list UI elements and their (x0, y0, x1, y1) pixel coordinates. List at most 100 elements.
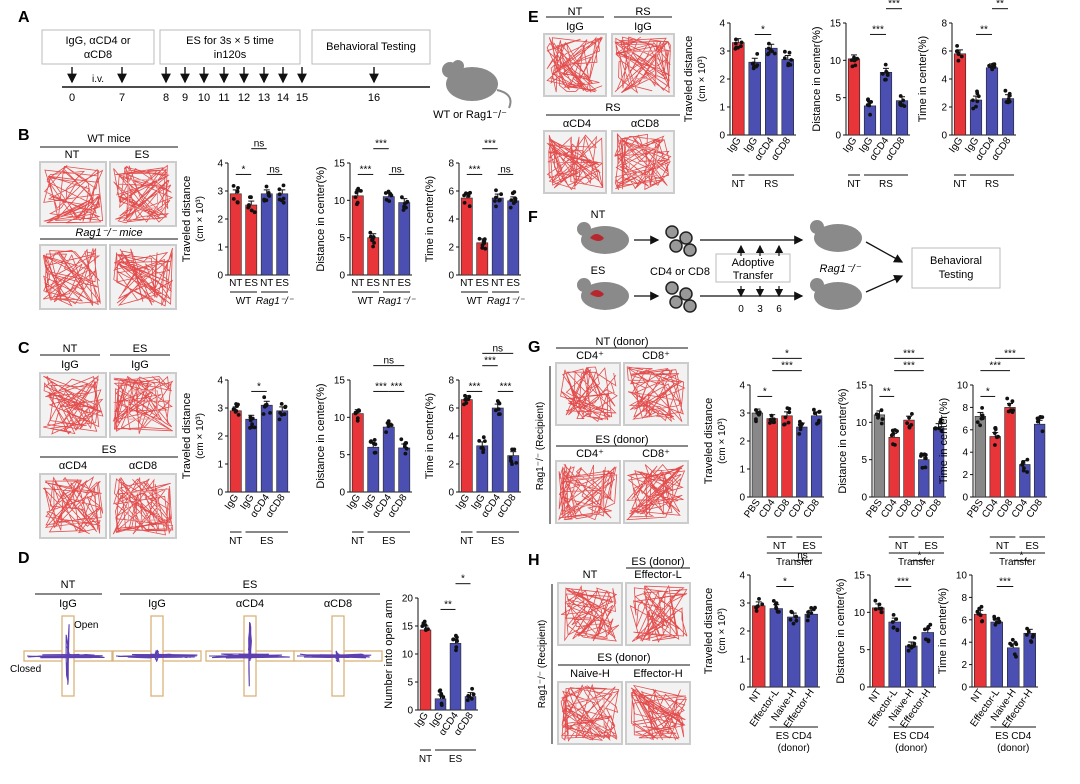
y-tick-label: 0 (217, 488, 223, 499)
data-point (890, 620, 895, 624)
data-point (470, 686, 474, 691)
x-tick-label: ES (245, 278, 259, 289)
open-field-trace (555, 460, 621, 524)
group-label: NT (847, 179, 860, 190)
panel-f-schematic: NT ES CD4 or CD8 Adoptive Trans (577, 209, 1001, 315)
bar (460, 197, 473, 276)
data-point (1035, 419, 1040, 424)
y-tick-label: 8 (448, 159, 454, 170)
y-tick-label: 15 (854, 571, 866, 582)
data-point (797, 432, 802, 436)
significance-label: *** (872, 24, 884, 35)
data-point (891, 625, 896, 630)
bar (974, 416, 987, 498)
data-point (454, 633, 458, 638)
panel-letter-h: H (528, 552, 540, 569)
data-point (277, 197, 282, 202)
y-tick-label: 5 (339, 233, 345, 244)
bar (769, 608, 783, 688)
data-point (885, 71, 890, 76)
timeline-day-label: 0 (69, 92, 75, 104)
bar (765, 47, 778, 136)
group-label: Transfer (898, 557, 936, 568)
data-point (898, 94, 903, 98)
group-label: ES CD4 (893, 731, 930, 742)
data-point (787, 50, 792, 55)
data-point (996, 434, 1000, 439)
data-point (262, 395, 267, 400)
data-point (893, 443, 897, 447)
significance-label: * (242, 164, 246, 175)
data-point (757, 597, 761, 601)
mouse-icon (577, 222, 629, 254)
data-point (879, 408, 884, 413)
significance-label: * (1020, 551, 1024, 562)
data-point (389, 193, 394, 198)
y-tick-label: 6 (962, 425, 968, 436)
bar (507, 200, 520, 276)
c-nt-label: NT (63, 343, 78, 355)
group-label: NT (229, 536, 242, 547)
y-axis-label: Distance in center(%) (811, 26, 823, 131)
bar (260, 193, 273, 276)
panel-c-images: NT ES IgG IgG ES αCD4 αCD8 (39, 343, 178, 539)
y-tick-label: 10 (334, 196, 346, 207)
data-point (755, 52, 760, 56)
f-es-label: ES (591, 265, 606, 277)
bar (276, 193, 289, 276)
data-point (902, 104, 907, 108)
group-label: RS (764, 179, 778, 190)
y-tick-label: 2 (961, 660, 967, 671)
group-sublabel: (donor) (997, 743, 1029, 754)
g-nt-donor: NT (donor) (596, 336, 649, 348)
data-point (402, 204, 406, 209)
significance-label: *** (989, 361, 1001, 372)
data-point (919, 454, 923, 458)
e-cd8-label: αCD8 (631, 118, 659, 130)
significance-label: * (986, 386, 990, 397)
group-sublabel: (donor) (778, 743, 810, 754)
data-point (923, 465, 928, 470)
y-tick-label: 4 (448, 432, 454, 443)
data-point (424, 628, 428, 632)
y-axis-unit: (cm × 10³) (717, 418, 728, 464)
y-tick-label: 15 (334, 376, 346, 387)
data-point (510, 462, 514, 466)
bar (449, 643, 462, 711)
data-point (439, 691, 444, 696)
open-field-trace (557, 681, 623, 745)
a-box1-line1: IgG, αCD4 or (65, 35, 130, 47)
data-point (421, 621, 426, 626)
data-point (1003, 88, 1008, 93)
data-point (279, 412, 284, 417)
significance-label: *** (391, 381, 403, 392)
significance-label: *** (469, 164, 481, 175)
data-point (248, 195, 252, 200)
data-point (463, 397, 468, 402)
b-rag-title: Rag1⁻/⁻ mice (75, 227, 142, 239)
data-point (891, 431, 896, 436)
data-point (891, 613, 896, 617)
y-tick-label: 10 (956, 571, 968, 582)
significance-label: ** (980, 24, 988, 35)
y-axis-label: Distance in center(%) (315, 383, 327, 488)
data-point (866, 97, 870, 102)
open-field-trace (625, 681, 691, 745)
y-tick-label: 1 (217, 460, 223, 471)
open-field-trace (39, 161, 107, 227)
panel-letter-a: A (18, 9, 30, 26)
bar (1004, 407, 1016, 498)
data-point (249, 208, 254, 213)
y-tick-label: 5 (407, 678, 413, 689)
y-tick-label: 4 (962, 448, 968, 459)
a-box2-line1: ES for 3s × 5 time (186, 35, 274, 47)
significance-label: * (783, 576, 787, 587)
y-tick-label: 1 (739, 465, 745, 476)
data-point (787, 406, 792, 411)
significance-label: * (257, 381, 261, 392)
y-tick-label: 8 (962, 403, 968, 414)
data-point (512, 190, 517, 194)
